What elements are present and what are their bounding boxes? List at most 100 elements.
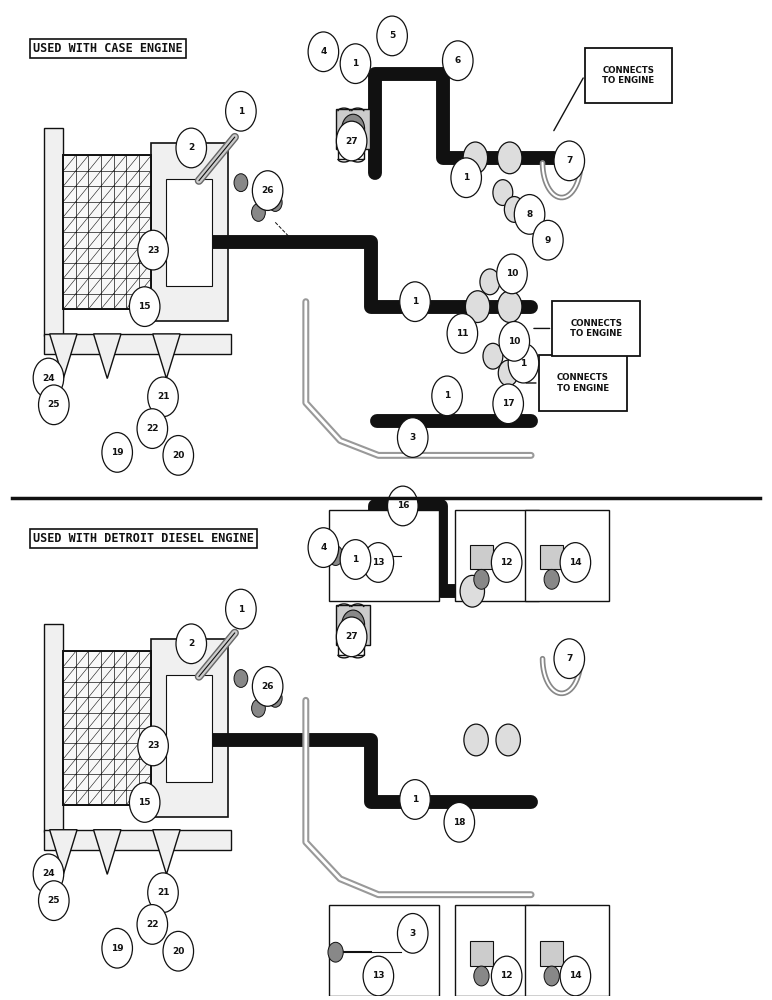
Text: 15: 15	[138, 302, 151, 311]
Bar	[470, 545, 493, 569]
Text: 8: 8	[527, 210, 533, 219]
Text: USED WITH CASE ENGINE: USED WITH CASE ENGINE	[33, 42, 183, 55]
Circle shape	[252, 667, 283, 706]
Circle shape	[514, 195, 545, 234]
Text: 17: 17	[502, 399, 514, 408]
Text: 3: 3	[410, 929, 416, 938]
Circle shape	[560, 543, 591, 582]
Circle shape	[442, 41, 473, 81]
Circle shape	[400, 780, 430, 819]
Text: 20: 20	[172, 451, 185, 460]
Bar	[151, 639, 228, 817]
Text: 10: 10	[508, 337, 520, 346]
Circle shape	[252, 699, 266, 717]
Text: 14: 14	[569, 972, 581, 980]
Bar	[455, 510, 539, 601]
Text: 3: 3	[410, 433, 416, 442]
Circle shape	[398, 914, 428, 953]
Bar	[338, 111, 350, 159]
Circle shape	[33, 854, 64, 894]
Text: 2: 2	[188, 143, 195, 152]
Bar	[470, 941, 493, 966]
Text: 22: 22	[146, 920, 158, 929]
Text: 21: 21	[157, 392, 169, 401]
Bar	[540, 545, 563, 569]
Circle shape	[554, 639, 584, 678]
Text: 12: 12	[500, 558, 513, 567]
Text: 1: 1	[444, 391, 450, 400]
Text: CONNECTS
TO ENGINE: CONNECTS TO ENGINE	[557, 373, 608, 393]
Circle shape	[328, 546, 344, 565]
Circle shape	[544, 966, 560, 986]
Text: 27: 27	[345, 632, 358, 641]
Text: 1: 1	[463, 173, 469, 182]
Text: 1: 1	[352, 555, 358, 564]
Circle shape	[342, 114, 364, 144]
Polygon shape	[49, 334, 77, 379]
Circle shape	[39, 881, 69, 920]
Circle shape	[147, 873, 178, 913]
Text: 13: 13	[372, 972, 384, 980]
Circle shape	[554, 141, 584, 181]
Circle shape	[544, 569, 560, 589]
Text: 5: 5	[389, 31, 395, 40]
Circle shape	[137, 409, 168, 448]
Text: 4: 4	[320, 543, 327, 552]
Bar	[167, 675, 212, 782]
Text: 24: 24	[42, 869, 55, 878]
Text: 9: 9	[545, 236, 551, 245]
Circle shape	[176, 128, 207, 168]
Circle shape	[337, 617, 367, 657]
Text: 26: 26	[262, 186, 274, 195]
Circle shape	[130, 287, 160, 326]
Bar	[584, 48, 672, 103]
Text: CONNECTS
TO ENGINE: CONNECTS TO ENGINE	[602, 66, 655, 85]
Circle shape	[497, 142, 522, 174]
Bar	[525, 510, 609, 601]
Text: USED WITH DETROIT DIESEL ENGINE: USED WITH DETROIT DIESEL ENGINE	[33, 532, 254, 545]
Circle shape	[451, 158, 482, 198]
Text: 1: 1	[412, 297, 418, 306]
Polygon shape	[153, 334, 180, 379]
Circle shape	[39, 385, 69, 425]
Circle shape	[340, 44, 371, 84]
Text: 2: 2	[188, 639, 195, 648]
Circle shape	[483, 343, 503, 369]
Bar	[44, 624, 63, 832]
Bar	[63, 651, 151, 805]
Circle shape	[147, 377, 178, 417]
Text: 13: 13	[372, 558, 384, 567]
Circle shape	[308, 528, 339, 567]
Circle shape	[474, 966, 489, 986]
Polygon shape	[153, 830, 180, 874]
Bar	[63, 155, 151, 309]
Polygon shape	[93, 830, 121, 874]
Polygon shape	[49, 830, 77, 874]
Text: 15: 15	[138, 798, 151, 807]
Bar	[44, 334, 232, 354]
Circle shape	[269, 194, 282, 211]
Bar	[455, 905, 539, 996]
Circle shape	[560, 956, 591, 996]
Circle shape	[225, 91, 256, 131]
Circle shape	[460, 575, 485, 607]
Text: 24: 24	[42, 374, 55, 383]
Circle shape	[342, 610, 364, 640]
Circle shape	[102, 433, 133, 472]
Bar	[539, 355, 627, 411]
Circle shape	[493, 384, 523, 424]
Text: 19: 19	[111, 944, 124, 953]
Circle shape	[464, 724, 489, 756]
Circle shape	[474, 569, 489, 589]
Circle shape	[163, 931, 194, 971]
Circle shape	[466, 291, 490, 322]
Text: 14: 14	[569, 558, 581, 567]
Bar	[329, 510, 439, 601]
Text: 7: 7	[566, 156, 573, 165]
Bar	[351, 111, 364, 159]
Text: 20: 20	[172, 947, 185, 956]
Circle shape	[492, 956, 522, 996]
Text: 16: 16	[397, 501, 409, 510]
Circle shape	[252, 171, 283, 210]
Bar	[44, 830, 232, 850]
